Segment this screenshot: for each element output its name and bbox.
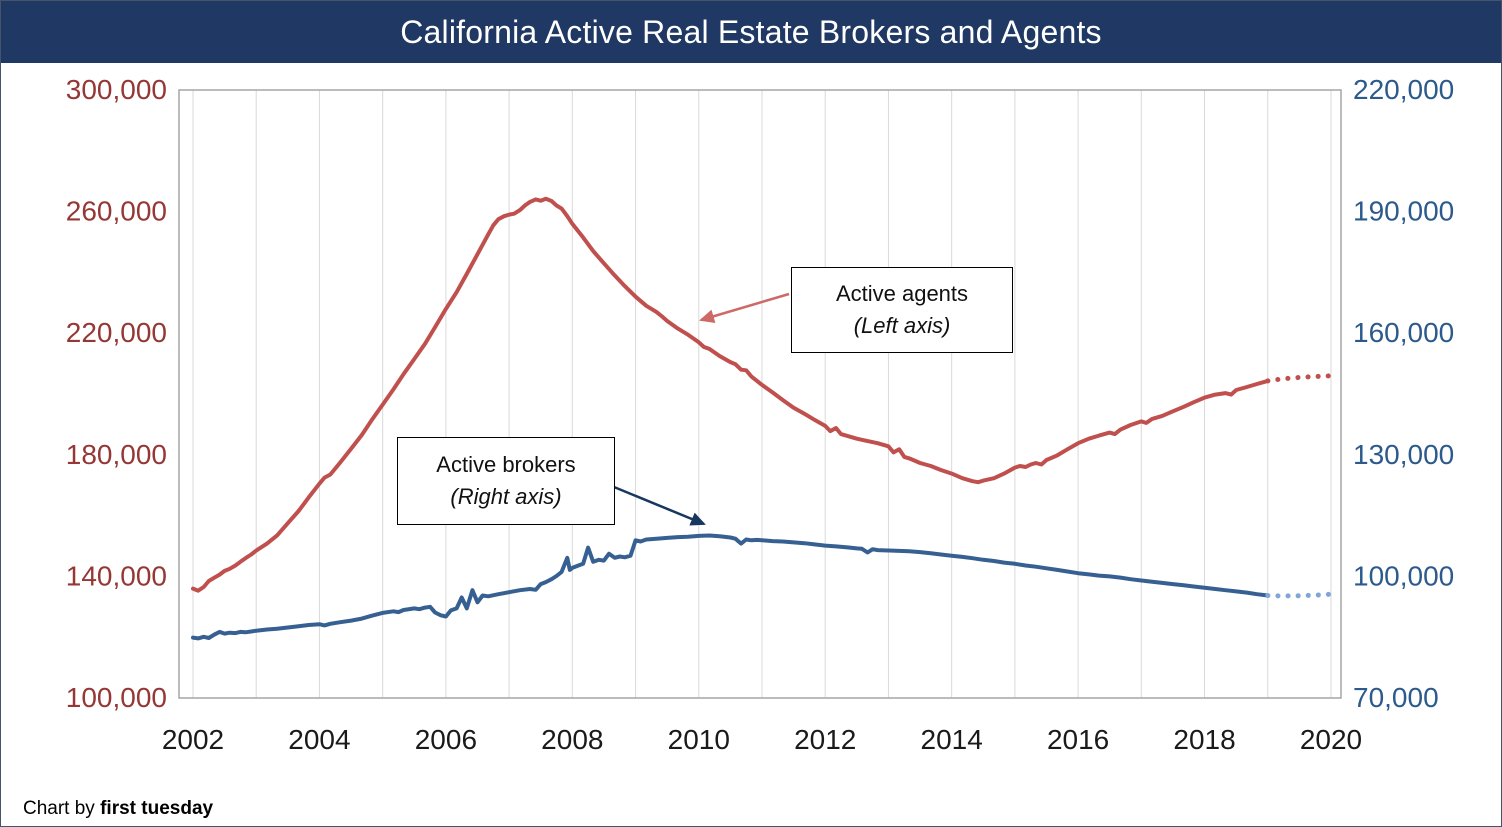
right-axis-tick-label: 220,000	[1353, 74, 1454, 105]
brokers-annotation-arrow	[613, 485, 706, 526]
chart-title-bar: California Active Real Estate Brokers an…	[1, 1, 1501, 63]
series-active-brokers	[191, 533, 1270, 641]
brokers-annotation-axis-note: (Right axis)	[450, 484, 562, 509]
x-axis-tick-label: 2004	[288, 724, 350, 755]
agents-annotation-arrow	[699, 292, 790, 324]
plot-border	[178, 89, 1342, 699]
agents-annotation-axis-note: (Left axis)	[853, 313, 951, 338]
right-axis-tick-label: 190,000	[1353, 196, 1454, 227]
x-axis-tick-label: 2018	[1173, 724, 1235, 755]
left-axis-tick-label: 300,000	[66, 74, 167, 105]
x-axis-tick-label: 2002	[162, 724, 224, 755]
chart-title: California Active Real Estate Brokers an…	[400, 13, 1102, 50]
x-axis-tick-label: 2020	[1300, 724, 1362, 755]
series-active-brokers-projected	[1265, 591, 1334, 599]
chart-credit-brand: first tuesday	[100, 798, 214, 819]
x-axis-tick-label: 2016	[1047, 724, 1109, 755]
agents-annotation-label: Active agents	[835, 281, 969, 307]
left-axis-tick-label: 140,000	[66, 560, 167, 591]
chart-credit: Chart by first tuesday	[23, 798, 213, 820]
x-axis-tick-label: 2014	[921, 724, 983, 755]
brokers-annotation-label: Active brokers	[436, 452, 576, 478]
brokers-annotation-box: Active brokers (Right axis)	[397, 437, 615, 525]
left-axis-tick-label: 100,000	[66, 682, 167, 713]
left-axis-tick-label: 260,000	[66, 196, 167, 227]
left-axis-tick-label: 220,000	[66, 317, 167, 348]
right-axis-tick-label: 100,000	[1353, 560, 1454, 591]
agents-annotation-box: Active agents (Left axis)	[791, 267, 1013, 353]
right-axis-tick-label: 160,000	[1353, 317, 1454, 348]
x-axis-tick-label: 2010	[668, 724, 730, 755]
x-axis-tick-label: 2008	[541, 724, 603, 755]
right-axis-tick-label: 130,000	[1353, 439, 1454, 470]
left-axis-tick-label: 180,000	[66, 439, 167, 470]
chart-credit-prefix: Chart by	[23, 798, 101, 819]
x-axis-tick-label: 2006	[415, 724, 477, 755]
x-axis-tick-label: 2012	[794, 724, 856, 755]
series-active-agents	[191, 196, 1270, 593]
series-active-agents-projected	[1265, 373, 1334, 384]
right-axis-tick-label: 70,000	[1353, 682, 1439, 713]
